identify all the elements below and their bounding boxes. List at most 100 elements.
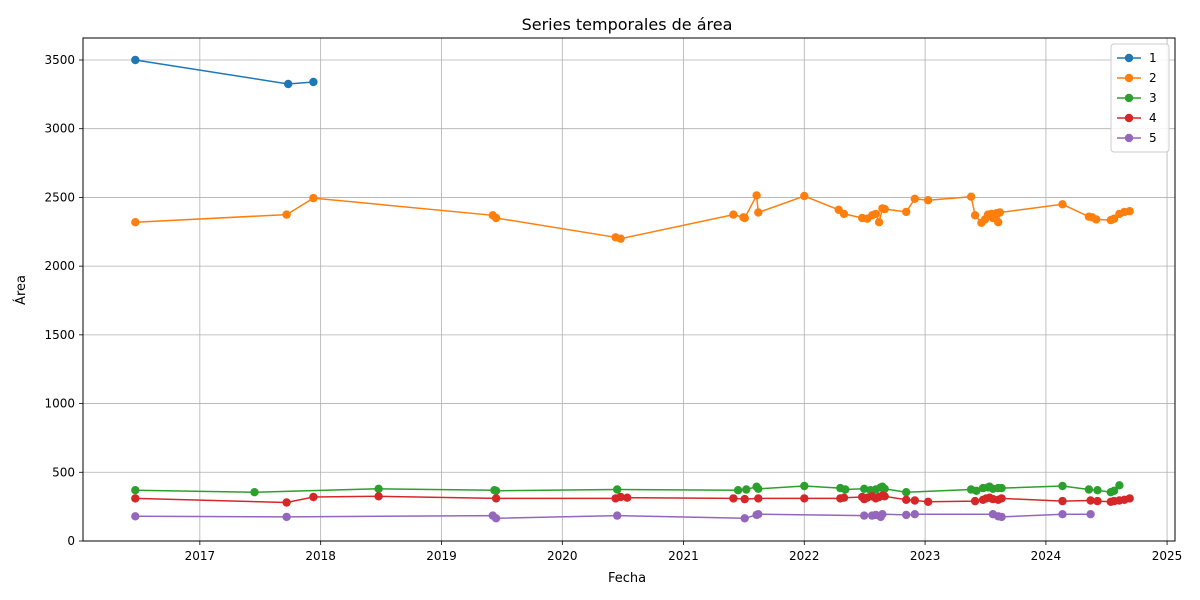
data-point xyxy=(923,497,933,506)
data-point xyxy=(841,485,850,494)
y-axis-label: Área xyxy=(13,275,29,305)
data-point xyxy=(1092,215,1101,224)
data-point xyxy=(880,492,889,501)
legend-marker xyxy=(1124,73,1134,83)
series-1 xyxy=(131,55,318,89)
axis-ticks: 2017 2018 2019 2020 2021 2022 2023 2024 2025 0 500… xyxy=(44,53,1182,563)
data-point xyxy=(754,484,763,493)
data-point xyxy=(910,510,919,519)
data-point xyxy=(880,204,889,214)
data-point xyxy=(491,514,501,523)
x-tick-label: 2024 xyxy=(1031,549,1062,563)
data-point xyxy=(131,494,140,503)
data-point xyxy=(309,193,318,203)
y-tick-label: 500 xyxy=(52,465,75,479)
data-point xyxy=(800,191,809,201)
data-point xyxy=(800,494,809,503)
legend-item: 3 xyxy=(1117,91,1157,105)
data-point xyxy=(131,486,140,495)
data-point xyxy=(923,196,933,205)
data-point xyxy=(902,207,911,217)
legend-item: 5 xyxy=(1117,131,1157,145)
series-5 xyxy=(131,510,1095,523)
x-tick-label: 2022 xyxy=(789,549,820,563)
data-point xyxy=(1093,496,1102,506)
series-layer xyxy=(131,55,1134,523)
data-point xyxy=(1058,510,1067,519)
data-point xyxy=(1125,494,1134,503)
chart-title: Series temporales de área xyxy=(522,15,733,34)
data-point xyxy=(902,488,911,497)
data-point xyxy=(1093,486,1102,495)
data-point xyxy=(1058,481,1067,491)
data-point xyxy=(616,492,625,502)
data-point xyxy=(902,510,911,520)
data-point xyxy=(131,512,140,521)
data-point xyxy=(970,496,980,506)
data-point xyxy=(374,484,383,493)
data-point xyxy=(972,486,981,495)
data-point xyxy=(860,484,869,493)
data-point xyxy=(997,483,1006,493)
legend-label: 3 xyxy=(1149,91,1157,105)
data-point xyxy=(995,208,1005,217)
x-tick-label: 2023 xyxy=(910,549,941,563)
x-tick-label: 2018 xyxy=(305,549,336,563)
x-tick-label: 2017 xyxy=(185,549,216,563)
legend-item: 2 xyxy=(1117,71,1157,85)
data-point xyxy=(282,210,291,219)
data-point xyxy=(491,494,501,503)
data-point xyxy=(131,55,140,65)
data-point xyxy=(1086,510,1095,519)
data-point xyxy=(740,213,749,223)
legend: 1 2 3 4 5 xyxy=(1110,43,1170,153)
data-point xyxy=(839,209,849,219)
data-point xyxy=(860,511,869,520)
data-point xyxy=(878,510,887,519)
data-point xyxy=(910,496,919,505)
data-point xyxy=(491,486,501,495)
data-point xyxy=(1058,200,1067,209)
data-point xyxy=(374,492,383,501)
data-point xyxy=(613,511,622,520)
data-point xyxy=(491,213,501,223)
y-tick-label: 3000 xyxy=(44,122,75,136)
legend-label: 4 xyxy=(1149,111,1157,125)
data-point xyxy=(284,79,293,89)
y-tick-label: 2500 xyxy=(44,190,75,204)
data-point xyxy=(970,211,980,220)
legend-label: 5 xyxy=(1149,131,1157,145)
legend-marker xyxy=(1124,93,1134,103)
data-point xyxy=(910,194,919,203)
data-point xyxy=(800,481,809,491)
data-point xyxy=(839,493,849,502)
data-point xyxy=(740,514,749,523)
x-axis-label: Fecha xyxy=(608,571,646,586)
legend-label: 2 xyxy=(1149,71,1157,85)
data-point xyxy=(1084,485,1094,494)
x-tick-label: 2020 xyxy=(547,549,578,563)
legend-marker xyxy=(1124,113,1134,123)
data-point xyxy=(309,492,318,502)
data-point xyxy=(733,486,743,495)
x-tick-label: 2021 xyxy=(668,549,699,563)
x-tick-label: 2025 xyxy=(1152,549,1183,563)
data-point xyxy=(729,210,738,219)
data-point xyxy=(282,498,291,507)
y-tick-label: 2000 xyxy=(44,259,75,273)
data-point xyxy=(874,218,884,227)
legend-marker xyxy=(1124,133,1134,143)
data-point xyxy=(754,510,763,519)
data-point xyxy=(1109,486,1119,495)
data-point xyxy=(997,494,1006,503)
data-point xyxy=(752,191,761,200)
data-point xyxy=(902,495,911,504)
data-point xyxy=(131,218,140,227)
data-point xyxy=(1115,481,1124,490)
data-point xyxy=(871,209,880,219)
data-point xyxy=(1058,496,1067,506)
data-point xyxy=(282,512,291,522)
legend-label: 1 xyxy=(1149,51,1157,65)
